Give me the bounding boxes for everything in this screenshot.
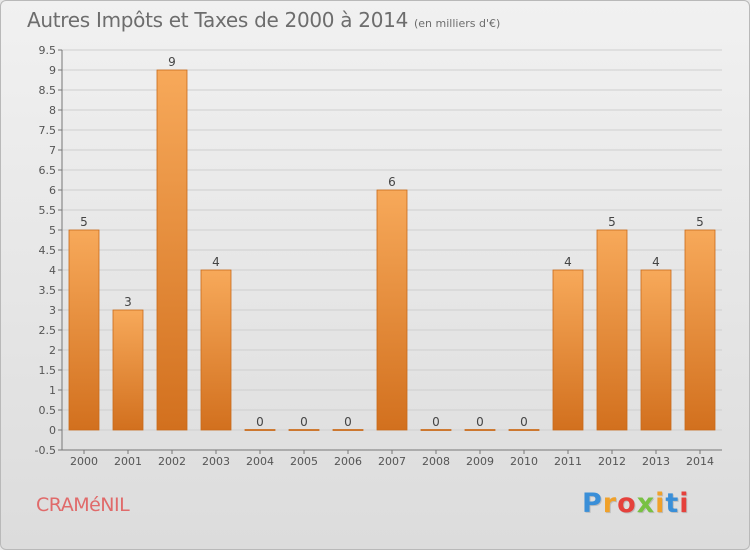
- proxiti-logo: Proxiti: [582, 488, 690, 519]
- logo-letter: o: [617, 488, 637, 519]
- data-label: 4: [212, 255, 220, 269]
- x-tick-label: 2008: [422, 455, 450, 468]
- x-tick-label: 2010: [510, 455, 538, 468]
- y-tick-label: 3: [49, 304, 56, 317]
- bar: [464, 429, 496, 431]
- y-tick-label: 5: [49, 224, 56, 237]
- x-tick-label: 2007: [378, 455, 406, 468]
- y-tick-label: 0.5: [39, 404, 57, 417]
- chart-title-text: Autres Impôts et Taxes de 2000 à 2014: [27, 8, 408, 32]
- bar: [156, 69, 188, 431]
- logo-letter: P: [582, 488, 603, 519]
- x-tick-label: 2014: [686, 455, 714, 468]
- data-label: 0: [520, 415, 528, 429]
- y-tick-label: 9: [49, 64, 56, 77]
- y-tick-label: 4.5: [39, 244, 57, 257]
- x-tick-label: 2009: [466, 455, 494, 468]
- logo-letter: t: [665, 488, 680, 519]
- x-tick-label: 2005: [290, 455, 318, 468]
- logo-letter: r: [602, 488, 618, 519]
- y-tick-label: 1.5: [39, 364, 57, 377]
- y-tick-label: 2.5: [39, 324, 57, 337]
- bar: [684, 229, 716, 431]
- data-label: 5: [696, 215, 704, 229]
- bar: [112, 309, 144, 431]
- x-tick-label: 2001: [114, 455, 142, 468]
- bar: [68, 229, 100, 431]
- data-label: 5: [608, 215, 616, 229]
- data-label: 5: [80, 215, 88, 229]
- bar: [244, 429, 276, 431]
- x-tick-label: 2006: [334, 455, 362, 468]
- x-tick-label: 2000: [70, 455, 98, 468]
- data-label: 9: [168, 55, 176, 69]
- data-label: 0: [476, 415, 484, 429]
- bar: [376, 189, 408, 431]
- data-label: 4: [564, 255, 572, 269]
- data-label: 0: [344, 415, 352, 429]
- x-tick-label: 2011: [554, 455, 582, 468]
- bar: [552, 269, 584, 431]
- logo-letter: i: [679, 488, 690, 519]
- y-tick-label: 7: [49, 144, 56, 157]
- y-tick-label: 0: [49, 424, 56, 437]
- bar: [508, 429, 540, 431]
- y-tick-label: 4: [49, 264, 56, 277]
- x-tick-label: 2002: [158, 455, 186, 468]
- y-tick-label: 3.5: [39, 284, 57, 297]
- x-tick-label: 2012: [598, 455, 626, 468]
- data-label: 0: [300, 415, 308, 429]
- logo-letter: i: [655, 488, 666, 519]
- bar: [200, 269, 232, 431]
- y-tick-label: 8.5: [39, 84, 57, 97]
- y-tick-label: 6.5: [39, 164, 57, 177]
- data-label: 0: [256, 415, 264, 429]
- y-tick-label: -0.5: [35, 444, 56, 457]
- y-tick-label: 8: [49, 104, 56, 117]
- y-tick-label: 2: [49, 344, 56, 357]
- bar: [420, 429, 452, 431]
- data-label: 0: [432, 415, 440, 429]
- chart-title: Autres Impôts et Taxes de 2000 à 2014 (en…: [27, 8, 500, 32]
- x-tick-label: 2003: [202, 455, 230, 468]
- bar: [640, 269, 672, 431]
- x-tick-label: 2004: [246, 455, 274, 468]
- x-tick-label: 2013: [642, 455, 670, 468]
- y-tick-label: 9.5: [39, 44, 57, 57]
- bar: [596, 229, 628, 431]
- logo-letter: x: [636, 488, 656, 519]
- y-tick-label: 5.5: [39, 204, 57, 217]
- y-tick-label: 7.5: [39, 124, 57, 137]
- data-label: 6: [388, 175, 396, 189]
- commune-name: CRAMéNIL: [36, 494, 130, 516]
- data-label: 4: [652, 255, 660, 269]
- chart-unit-note: (en milliers d'€): [414, 17, 501, 30]
- bar: [288, 429, 320, 431]
- y-tick-label: 1: [49, 384, 56, 397]
- data-label: 3: [124, 295, 132, 309]
- bar: [332, 429, 364, 431]
- y-tick-label: 6: [49, 184, 56, 197]
